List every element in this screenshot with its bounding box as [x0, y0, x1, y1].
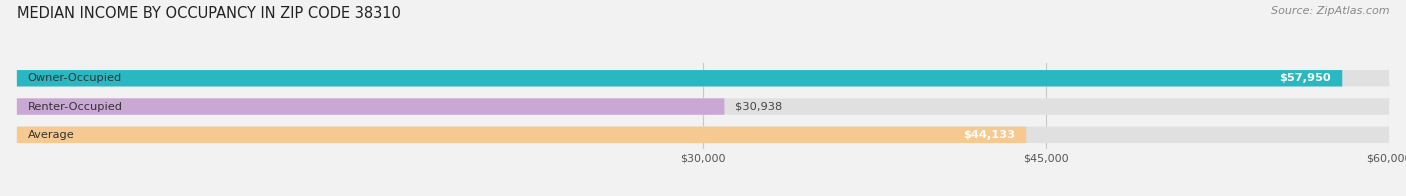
- FancyBboxPatch shape: [17, 127, 1389, 143]
- FancyBboxPatch shape: [17, 98, 724, 115]
- FancyBboxPatch shape: [17, 70, 1389, 86]
- Text: $44,133: $44,133: [963, 130, 1015, 140]
- FancyBboxPatch shape: [17, 98, 1389, 115]
- Text: Source: ZipAtlas.com: Source: ZipAtlas.com: [1271, 6, 1389, 16]
- Text: MEDIAN INCOME BY OCCUPANCY IN ZIP CODE 38310: MEDIAN INCOME BY OCCUPANCY IN ZIP CODE 3…: [17, 6, 401, 21]
- FancyBboxPatch shape: [17, 70, 1343, 86]
- Text: Average: Average: [28, 130, 75, 140]
- Text: Owner-Occupied: Owner-Occupied: [28, 73, 122, 83]
- Text: $30,938: $30,938: [735, 102, 783, 112]
- FancyBboxPatch shape: [17, 127, 1026, 143]
- Text: Renter-Occupied: Renter-Occupied: [28, 102, 122, 112]
- Text: $57,950: $57,950: [1279, 73, 1331, 83]
